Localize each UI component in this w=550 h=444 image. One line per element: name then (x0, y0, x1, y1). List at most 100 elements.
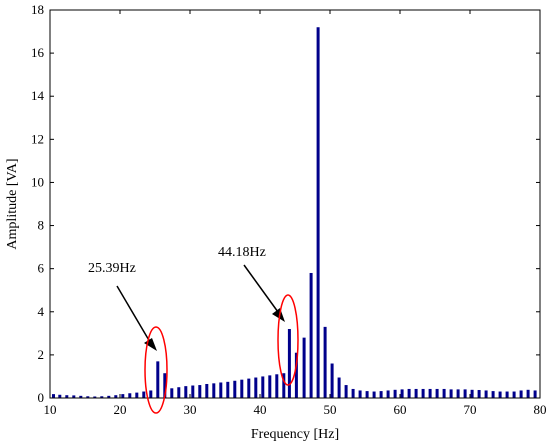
x-axis-title: Frequency [Hz] (251, 427, 339, 442)
bar-22 (205, 383, 209, 398)
annotation-44hz: 44.18Hz (218, 245, 299, 386)
bar-0 (52, 394, 55, 398)
bar-58 (456, 389, 460, 398)
bar-13 (142, 391, 146, 398)
bar-16 (163, 373, 167, 398)
y-tick-label-3: 6 (38, 261, 45, 276)
bar-45 (365, 391, 369, 398)
bar-57 (449, 389, 453, 398)
bar-49 (393, 389, 397, 398)
annotation-label-25hz: 25.39Hz (88, 261, 136, 276)
bar-65 (505, 391, 509, 398)
annotation-25hz: 25.39Hz (88, 261, 168, 414)
x-axis-ticks: 10 20 30 40 50 60 70 80 (44, 10, 547, 417)
bar-67 (519, 390, 523, 398)
bar-41 (337, 377, 341, 398)
bar-61 (477, 390, 481, 398)
bar-54 (428, 388, 432, 398)
x-tick-label-2: 30 (184, 402, 197, 417)
y-tick-label-0: 0 (38, 390, 45, 405)
plot-frame (49, 9, 541, 399)
bar-50 (400, 389, 404, 398)
bar-39 (323, 326, 327, 398)
annotation-ellipse-44hz (277, 294, 299, 386)
y-tick-label-1: 2 (38, 347, 45, 362)
bar-35 (294, 352, 298, 398)
bar-14 (149, 390, 153, 398)
bar-6 (93, 396, 97, 398)
y-tick-label-8: 16 (31, 45, 45, 60)
bar-33 (282, 373, 286, 398)
bar-10 (121, 394, 125, 398)
bar-66 (512, 391, 516, 398)
y-tick-label-9: 18 (31, 2, 44, 17)
x-tick-label-0: 10 (44, 402, 57, 417)
x-tick-label-1: 20 (114, 402, 127, 417)
bar-34 (287, 329, 291, 398)
bar-27 (240, 379, 244, 398)
bar-5 (86, 396, 90, 398)
bar-11 (128, 393, 132, 398)
x-tick-label-3: 40 (254, 402, 267, 417)
bar-28 (247, 378, 251, 398)
bar-21 (198, 385, 202, 398)
bar-32 (275, 374, 279, 398)
bar-2 (65, 395, 69, 398)
bar-48 (386, 390, 390, 398)
annotation-arrow-25hz (116, 285, 151, 343)
x-tick-label-7: 80 (534, 402, 547, 417)
bar-47 (379, 391, 383, 398)
bar-69 (533, 390, 537, 398)
bar-25 (226, 381, 230, 398)
x-tick-label-6: 70 (464, 402, 477, 417)
y-tick-label-7: 14 (31, 88, 45, 103)
y-tick-label-2: 4 (38, 304, 45, 319)
bar-68 (526, 389, 530, 398)
bar-55 (435, 388, 439, 398)
y-tick-label-5: 10 (31, 174, 44, 189)
bar-56 (442, 388, 446, 398)
bar-1 (58, 394, 62, 398)
bar-8 (107, 395, 111, 398)
y-tick-label-6: 12 (31, 131, 44, 146)
bar-52 (414, 388, 418, 398)
bar-40 (330, 363, 334, 398)
bar-4 (79, 395, 83, 398)
bar-series (52, 27, 537, 399)
bar-23 (212, 383, 216, 398)
bar-15 (156, 361, 160, 398)
bar-12 (135, 392, 139, 398)
bar-59 (463, 389, 467, 398)
bar-63 (491, 391, 495, 398)
bar-60 (470, 389, 474, 398)
bar-17 (170, 388, 174, 398)
bar-26 (233, 380, 237, 398)
bar-9 (114, 395, 118, 398)
bar-36 (302, 337, 306, 398)
bar-44 (358, 390, 362, 398)
bar-38 (316, 27, 320, 399)
bar-53 (421, 388, 425, 398)
bar-7 (100, 396, 104, 398)
annotation-ellipse-25hz (144, 326, 168, 414)
bar-30 (261, 376, 265, 398)
y-axis-title: Amplitude [VA] (5, 158, 20, 249)
bar-24 (219, 382, 223, 398)
y-tick-label-4: 8 (38, 218, 45, 233)
bar-46 (372, 391, 376, 398)
bar-29 (254, 377, 258, 398)
bar-31 (268, 375, 272, 398)
bar-64 (498, 391, 502, 398)
x-tick-label-5: 60 (394, 402, 407, 417)
annotation-arrowhead-44hz (272, 308, 285, 322)
bar-3 (72, 395, 76, 398)
bar-19 (184, 386, 188, 398)
bar-20 (191, 385, 195, 398)
bar-18 (177, 387, 181, 398)
bar-43 (351, 388, 355, 398)
bar-37 (309, 272, 313, 398)
bar-62 (484, 390, 488, 398)
x-tick-label-4: 50 (324, 402, 337, 417)
y-axis-ticks: 0 2 4 6 8 10 12 14 16 18 (31, 2, 540, 405)
